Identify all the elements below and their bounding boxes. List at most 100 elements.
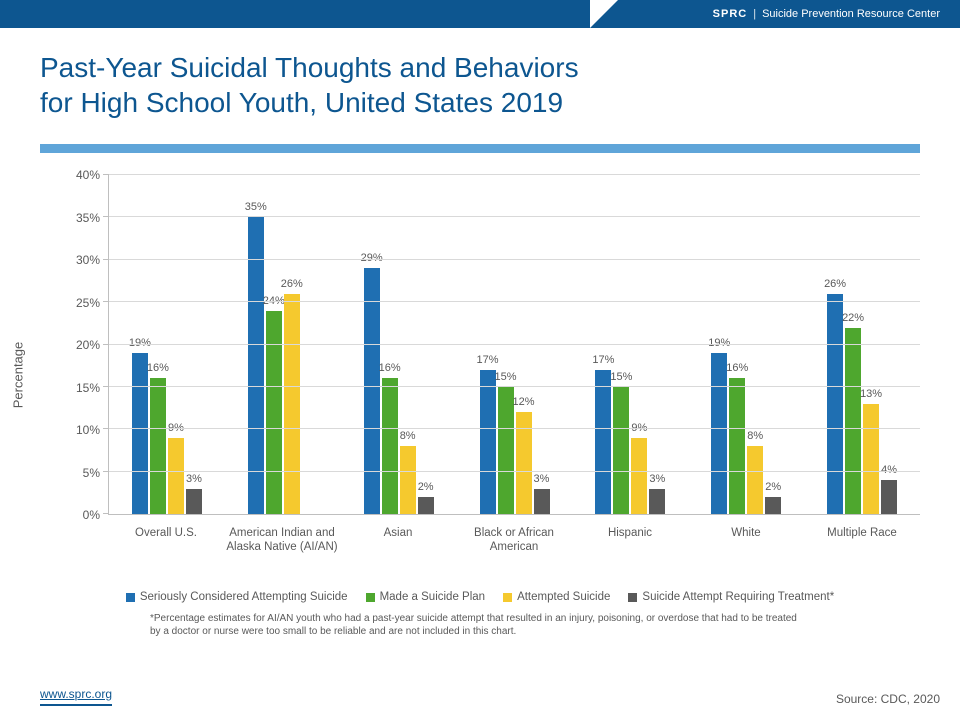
bar-value-label: 8% (747, 430, 763, 442)
grid-line (109, 259, 920, 260)
bar-value-label: 16% (379, 362, 401, 374)
brand-full: Suicide Prevention Resource Center (762, 8, 940, 20)
brand-abbr: SPRC (713, 8, 748, 20)
bar: 9% (168, 438, 184, 514)
bar-value-label: 15% (610, 371, 632, 383)
legend-label: Suicide Attempt Requiring Treatment* (642, 591, 834, 603)
y-tick-label: 20% (50, 338, 100, 352)
bar: 17% (595, 370, 611, 514)
bar-value-label: 26% (824, 278, 846, 290)
bar-value-label: 17% (592, 354, 614, 366)
bar: 3% (649, 489, 665, 514)
grid-line (109, 471, 920, 472)
bar: 15% (613, 387, 629, 514)
y-tick-mark (103, 513, 109, 514)
grid-line (109, 386, 920, 387)
site-link[interactable]: www.sprc.org (40, 687, 112, 706)
bar: 17% (480, 370, 496, 514)
x-category-label: White (688, 521, 804, 585)
bar-group: 35%24%26% (225, 175, 341, 514)
bar: 2% (765, 497, 781, 514)
legend-swatch (366, 593, 375, 602)
bar: 8% (747, 446, 763, 514)
grid-line (109, 216, 920, 217)
bar-value-label: 2% (418, 481, 434, 493)
grid-line (109, 344, 920, 345)
title-line-2: for High School Youth, United States 201… (40, 87, 563, 118)
bar-value-label: 3% (534, 473, 550, 485)
y-tick-label: 0% (50, 508, 100, 522)
y-tick-label: 10% (50, 423, 100, 437)
bar-group: 17%15%12%3% (457, 175, 573, 514)
bar-value-label: 13% (860, 388, 882, 400)
bar-value-label: 35% (245, 201, 267, 213)
bar: 3% (534, 489, 550, 514)
legend-swatch (503, 593, 512, 602)
bar-value-label: 3% (186, 473, 202, 485)
footnote: *Percentage estimates for AI/AN youth wh… (150, 613, 810, 638)
bar-value-label: 26% (281, 278, 303, 290)
bar-chart: Percentage 0%5%10%15%20%25%30%35%40% 19%… (50, 165, 920, 585)
bar: 15% (498, 387, 514, 514)
bar-value-label: 15% (494, 371, 516, 383)
x-category-label: Overall U.S. (108, 521, 224, 585)
bar: 26% (827, 294, 843, 514)
bar-value-label: 8% (400, 430, 416, 442)
bar: 2% (418, 497, 434, 514)
grid-line (109, 428, 920, 429)
legend-swatch (628, 593, 637, 602)
y-tick-mark (103, 174, 109, 175)
y-axis-title: Percentage (11, 342, 26, 409)
bar: 3% (186, 489, 202, 514)
bar-group: 19%16%8%2% (688, 175, 804, 514)
bar-group: 29%16%8%2% (341, 175, 457, 514)
bar: 26% (284, 294, 300, 514)
legend-label: Seriously Considered Attempting Suicide (140, 591, 348, 603)
bar: 13% (863, 404, 879, 514)
y-tick-label: 40% (50, 168, 100, 182)
bar: 9% (631, 438, 647, 514)
legend-item: Made a Suicide Plan (366, 591, 485, 603)
footer-row: www.sprc.org Source: CDC, 2020 (40, 687, 940, 706)
legend-label: Attempted Suicide (517, 591, 610, 603)
bar-value-label: 16% (726, 362, 748, 374)
title-line-1: Past-Year Suicidal Thoughts and Behavior… (40, 52, 579, 83)
bar-value-label: 3% (649, 473, 665, 485)
accent-bar (40, 144, 920, 153)
bar: 16% (382, 378, 398, 514)
header-bar: SPRC | Suicide Prevention Resource Cente… (0, 0, 960, 28)
bar: 4% (881, 480, 897, 514)
y-tick-label: 15% (50, 381, 100, 395)
bar: 19% (711, 353, 727, 514)
x-category-label: American Indian and Alaska Native (AI/AN… (224, 521, 340, 585)
bar: 22% (845, 328, 861, 514)
legend-item: Suicide Attempt Requiring Treatment* (628, 591, 834, 603)
bar-groups: 19%16%9%3%35%24%26%29%16%8%2%17%15%12%3%… (109, 175, 920, 514)
brand-separator: | (753, 8, 756, 20)
x-category-label: Black or African American (456, 521, 572, 585)
bar: 16% (150, 378, 166, 514)
legend-item: Attempted Suicide (503, 591, 610, 603)
y-tick-label: 5% (50, 466, 100, 480)
bar-value-label: 16% (147, 362, 169, 374)
bar-group: 26%22%13%4% (804, 175, 920, 514)
legend: Seriously Considered Attempting Suicide M… (40, 591, 920, 603)
grid-line (109, 174, 920, 175)
legend-item: Seriously Considered Attempting Suicide (126, 591, 348, 603)
bar-group: 17%15%9%3% (572, 175, 688, 514)
legend-swatch (126, 593, 135, 602)
bar-value-label: 2% (765, 481, 781, 493)
bar: 16% (729, 378, 745, 514)
bar: 29% (364, 268, 380, 514)
y-tick-mark (103, 259, 109, 260)
bar: 24% (266, 311, 282, 514)
y-tick-mark (103, 386, 109, 387)
bar-value-label: 12% (512, 396, 534, 408)
y-tick-mark (103, 471, 109, 472)
y-tick-mark (103, 216, 109, 217)
bar: 8% (400, 446, 416, 514)
source-text: Source: CDC, 2020 (836, 692, 940, 706)
header-wedge (590, 0, 618, 28)
y-tick-mark (103, 344, 109, 345)
y-tick-mark (103, 428, 109, 429)
